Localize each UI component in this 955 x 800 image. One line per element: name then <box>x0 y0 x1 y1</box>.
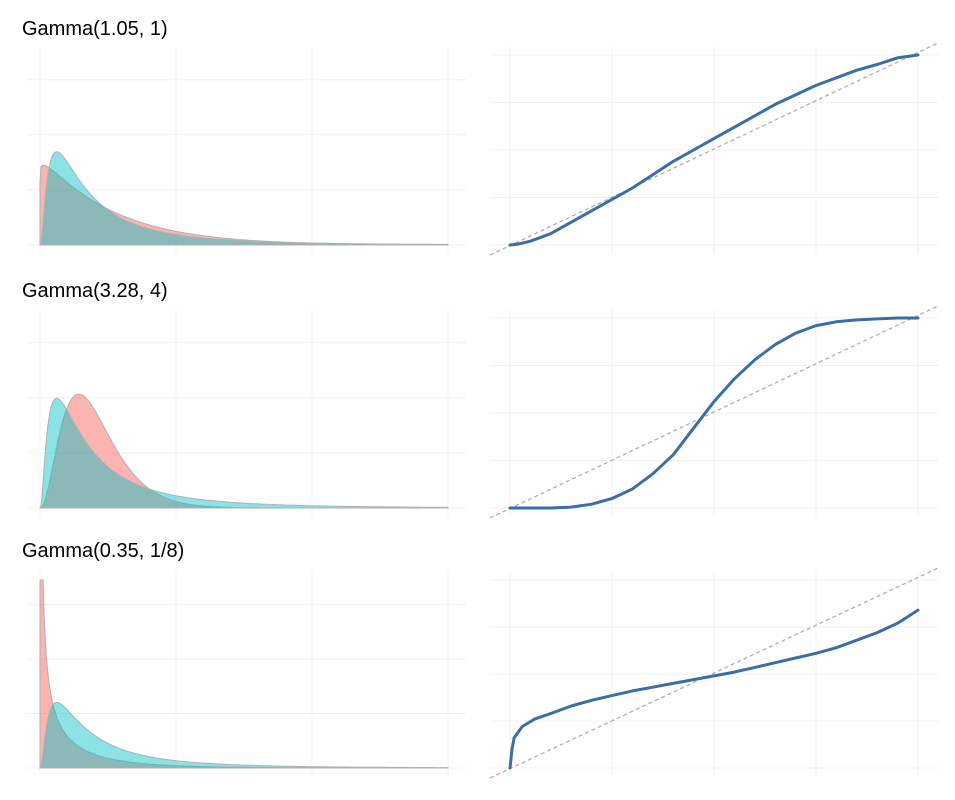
reference-density-area <box>38 702 449 769</box>
panel-row-1: Gamma(1.05, 1) <box>22 18 939 256</box>
panel-row-2: Gamma(3.28, 4) <box>22 280 939 519</box>
panel-title: Gamma(0.35, 1/8) <box>22 540 184 562</box>
panel-title: Gamma(3.28, 4) <box>22 280 168 302</box>
panel-title: Gamma(1.05, 1) <box>22 18 168 40</box>
panels-group: Gamma(1.05, 1) Gamma(3.28, 4) Gamma(0.35, … <box>22 18 939 779</box>
pp-curve-line <box>508 608 920 770</box>
pp-grid <box>490 47 938 253</box>
pp-grid <box>490 310 938 516</box>
panel-row-3: Gamma(0.35, 1/8) <box>22 540 939 779</box>
pp-curve-line <box>508 53 920 247</box>
diagonal-reference-line <box>489 305 939 519</box>
pp-grid <box>490 572 938 776</box>
pp-curve-line <box>508 316 920 510</box>
diagonal-reference-line <box>489 42 939 256</box>
reference-density-area <box>39 397 449 509</box>
reference-density-area <box>39 151 449 246</box>
diagonal-reference-line <box>489 567 939 779</box>
